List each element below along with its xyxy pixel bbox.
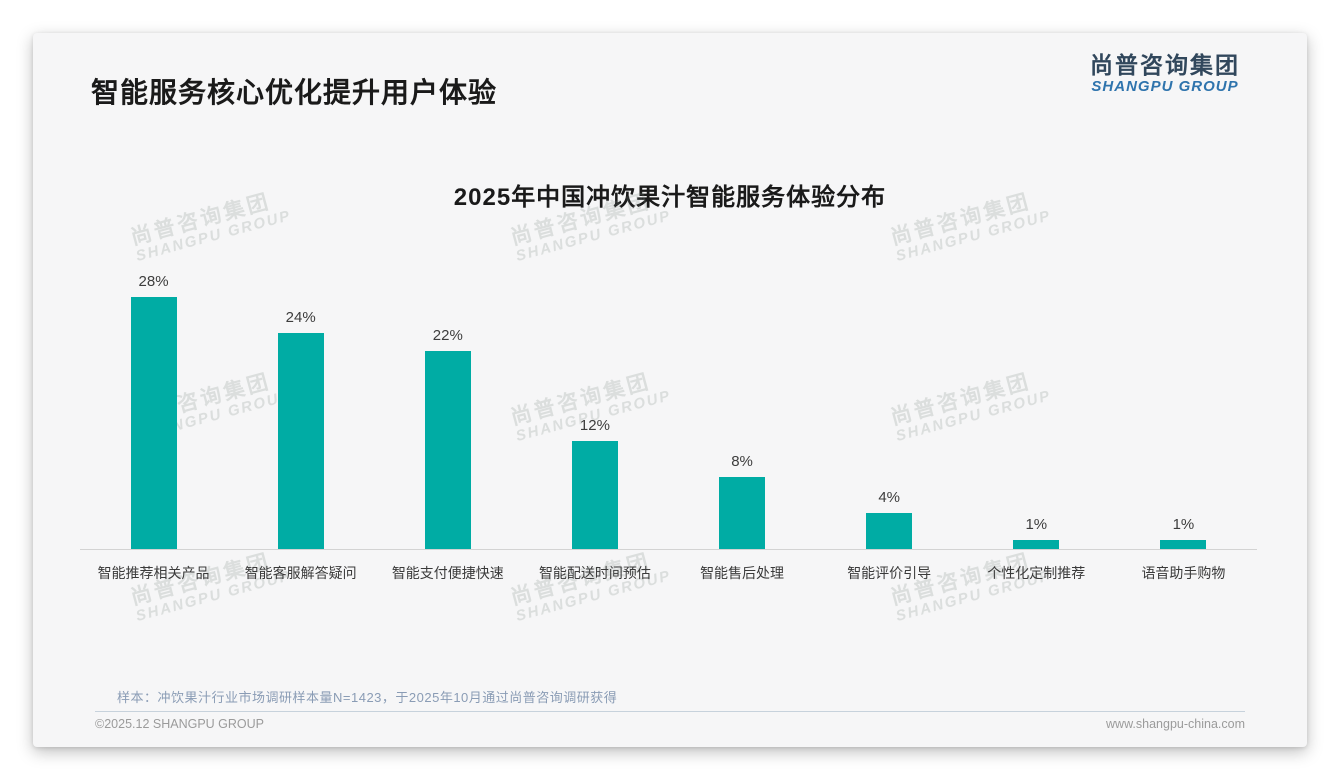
bar-value-label: 28% [138,273,169,290]
website-url: www.shangpu-china.com [1106,717,1245,731]
bar-chart: 28% 24% 22% 12% 8% 4% 1% 1% [80,249,1257,549]
category-label: 智能推荐相关产品 [97,565,210,581]
page-title: 智能服务核心优化提升用户体验 [91,77,498,108]
bar [1013,540,1060,549]
logo-text-zh: 尚普咨询集团 [1090,52,1240,78]
category-label: 智能售后处理 [700,565,785,581]
category-label: 智能配送时间预估 [538,565,651,581]
bar-column: 1% [1110,249,1257,549]
category-label: 智能客服解答疑问 [244,565,357,581]
bar-column: 28% [80,249,227,549]
bar-column: 24% [227,249,374,549]
bar [571,441,618,549]
bar [1160,540,1207,549]
category-axis: 智能推荐相关产品 智能客服解答疑问 智能支付便捷快速 智能配送时间预估 智能售后处理 智能… [80,563,1257,583]
category-label: 个性化定制推荐 [987,565,1086,581]
footer-divider [95,711,1245,712]
copyright-text: ©2025.12 SHANGPU GROUP [95,717,264,731]
bar-value-label: 12% [579,417,610,434]
bar-column: 4% [816,249,963,549]
category-label: 智能支付便捷快速 [391,565,504,581]
watermark: 尚普咨询集团 SHANGPU GROUP [127,541,293,625]
sample-note: 样本：冲饮果汁行业市场调研样本量N=1423，于2025年10月通过尚普咨询调研… [117,690,618,705]
chart-title: 2025年中国冲饮果汁智能服务体验分布 [453,184,887,211]
bar [719,477,766,549]
bar-value-label: 24% [285,309,316,326]
bar-value-label: 1% [1025,516,1048,533]
watermark: 尚普咨询集团 SHANGPU GROUP [507,541,673,625]
bar-column: 8% [669,249,816,549]
bar-value-label: 8% [731,453,753,470]
bar-value-label: 1% [1172,516,1195,533]
report-card: 尚普咨询集团 SHANGPU GROUP 尚普咨询集团 SHANGPU GROUP 尚普… [33,33,1307,747]
bar [424,351,471,549]
bar-column: 22% [374,249,521,549]
category-label: 语音助手购物 [1141,565,1226,581]
bar [130,297,177,549]
bar-column: 1% [963,249,1110,549]
logo-text-en: SHANGPU GROUP [1091,78,1239,96]
bar [277,333,324,549]
bar-value-label: 4% [878,489,901,506]
bar-column: 12% [521,249,668,549]
shangpu-logo: 尚普咨询集团 SHANGPU GROUP [1090,52,1240,96]
watermark: 尚普咨询集团 SHANGPU GROUP [887,541,1053,625]
bar-value-label: 22% [432,327,463,344]
footer: ©2025.12 SHANGPU GROUP www.shangpu-china… [95,717,1245,731]
bar [866,513,913,549]
category-label: 智能评价引导 [847,565,932,581]
x-axis-line [80,549,1257,550]
